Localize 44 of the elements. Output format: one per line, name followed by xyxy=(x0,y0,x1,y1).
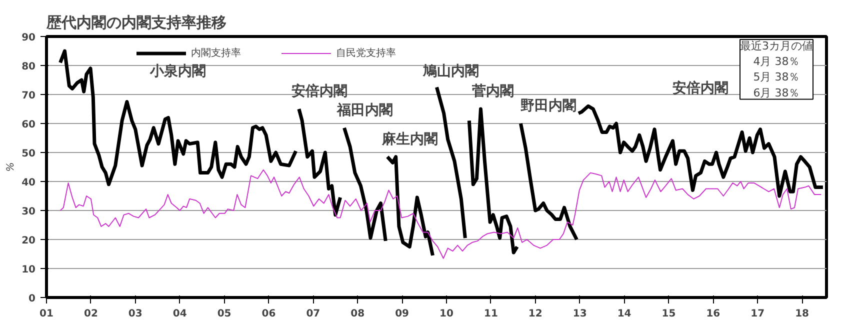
y-tick-label: 70 xyxy=(22,90,36,102)
legend-label: 自民党支持率 xyxy=(336,46,396,60)
y-tick-label: 20 xyxy=(22,236,36,246)
x-tick-label: 01 xyxy=(40,308,54,320)
y-tick-label: 60 xyxy=(22,120,36,130)
annotation: 安倍内閣 xyxy=(672,80,729,97)
y-tick-label: 80 xyxy=(22,62,36,72)
x-tick-label: 03 xyxy=(128,308,142,320)
x-tick-label: 12 xyxy=(528,308,542,320)
x-tick-label: 16 xyxy=(706,308,720,320)
x-tick-label: 04 xyxy=(172,308,187,320)
annotation: 福田内閣 xyxy=(336,101,393,118)
x-tick-label: 08 xyxy=(350,308,365,320)
y-tick-label: 0 xyxy=(28,294,36,304)
annotation: 5月 38％ xyxy=(753,70,800,84)
y-axis-title: % xyxy=(6,162,17,172)
chart-title: 歴代内閣の内閣支持率推移 xyxy=(46,14,226,32)
legend-label: 内閣支持率 xyxy=(191,46,241,60)
y-tick-label: 10 xyxy=(22,264,36,276)
x-tick-label: 05 xyxy=(217,308,232,320)
line-series xyxy=(60,169,822,259)
x-tick-label: 11 xyxy=(484,308,498,320)
y-tick-label: 30 xyxy=(22,206,36,218)
x-tick-label: 14 xyxy=(617,308,632,320)
y-tick-label: 90 xyxy=(22,32,36,44)
x-tick-label: 18 xyxy=(795,308,810,320)
annotation: 4月 38％ xyxy=(753,55,800,68)
annotation: 小泉内閣 xyxy=(149,63,206,80)
x-tick-label: 10 xyxy=(440,308,454,320)
x-tick-label: 07 xyxy=(306,308,320,320)
annotation: 野田内閣 xyxy=(520,98,577,114)
x-tick-label: 17 xyxy=(750,308,765,320)
annotation: 安倍内閣 xyxy=(292,82,348,100)
y-tick-label: 50 xyxy=(22,148,36,160)
x-tick-label: 15 xyxy=(662,308,676,320)
annotation: 菅内閣 xyxy=(471,84,514,100)
x-tick-label: 09 xyxy=(395,308,410,320)
annotation: 6月 38％ xyxy=(753,86,800,100)
x-tick-label: 13 xyxy=(572,308,587,320)
x-tick-label: 06 xyxy=(262,308,276,320)
annotation: 鳩山内閣 xyxy=(422,63,479,80)
annotation: 麻生内閣 xyxy=(381,130,438,148)
x-tick-label: 02 xyxy=(84,308,98,320)
y-tick-label: 40 xyxy=(22,178,36,188)
